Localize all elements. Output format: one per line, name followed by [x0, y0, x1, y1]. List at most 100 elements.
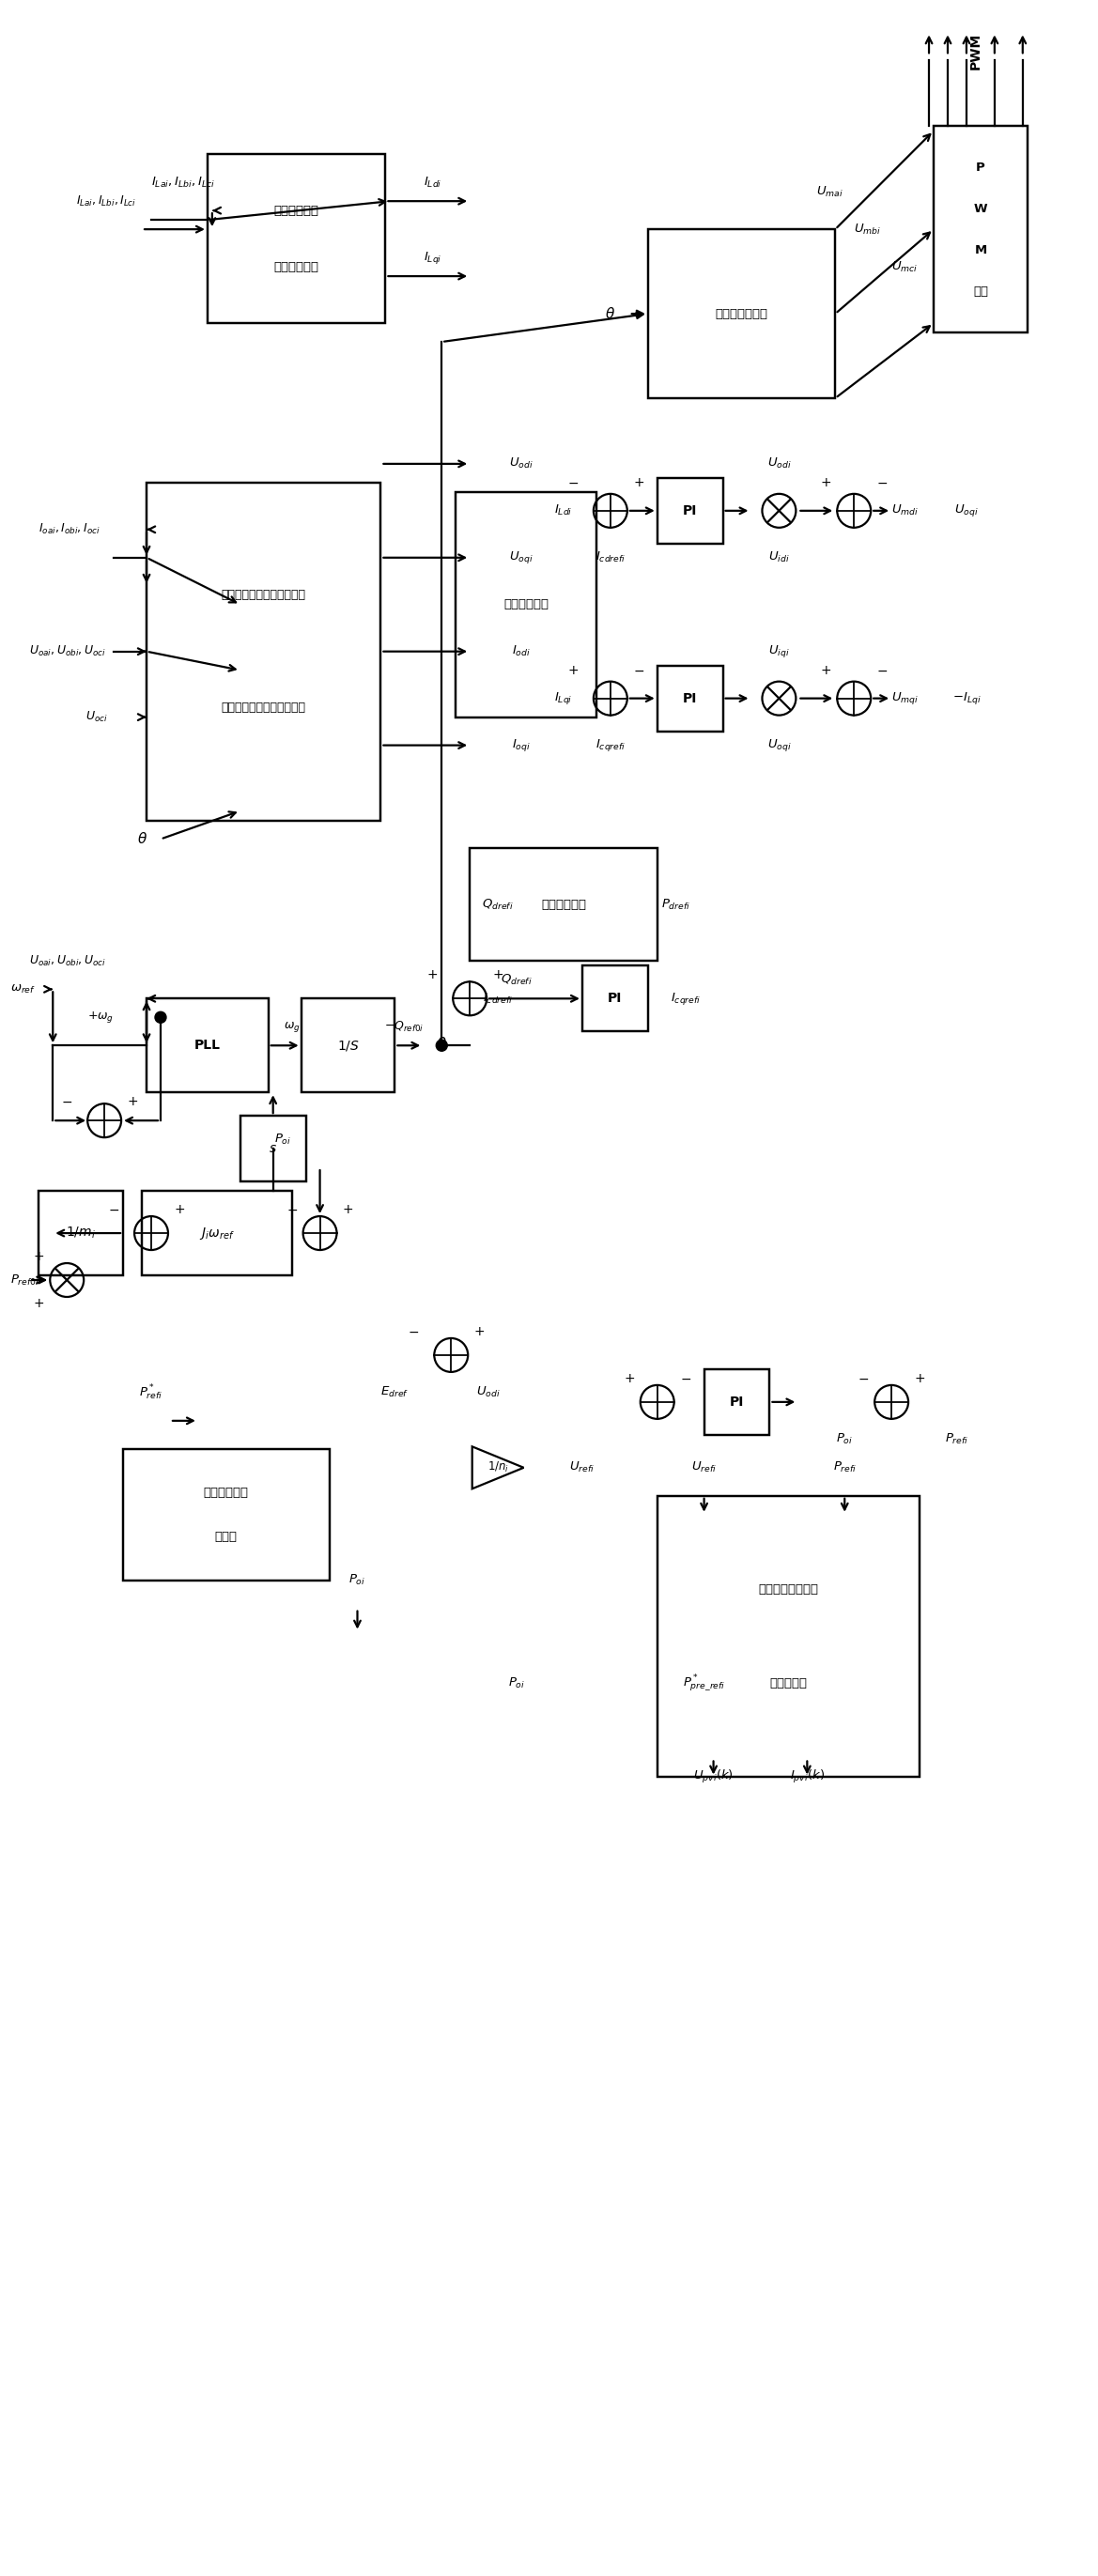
Text: $+$: $+$: [427, 969, 438, 981]
Text: $+$: $+$: [820, 477, 831, 489]
Text: $I_{cdrefi}$: $I_{cdrefi}$: [595, 551, 626, 564]
FancyBboxPatch shape: [658, 665, 722, 732]
Text: $I_{oai},I_{obi},I_{oci}$: $I_{oai},I_{obi},I_{oci}$: [38, 523, 100, 536]
Text: 网侧电感电流: 网侧电感电流: [273, 204, 320, 216]
Text: $-$: $-$: [632, 665, 645, 677]
Text: PI: PI: [608, 992, 623, 1005]
Text: $+$: $+$: [624, 1373, 635, 1386]
FancyBboxPatch shape: [470, 848, 658, 961]
Text: $-$: $-$: [876, 665, 888, 677]
Text: PI: PI: [730, 1396, 744, 1409]
Text: W: W: [974, 204, 987, 214]
FancyBboxPatch shape: [301, 999, 395, 1092]
Text: $+$: $+$: [173, 1203, 186, 1216]
Text: $U_{odi}$: $U_{odi}$: [766, 456, 792, 471]
Text: $P^*_{pre\_refi}$: $P^*_{pre\_refi}$: [683, 1672, 726, 1695]
Text: $U_{oci}$: $U_{oci}$: [86, 711, 108, 724]
Text: $P_{refi}$: $P_{refi}$: [832, 1461, 856, 1473]
Text: $U_{mbi}$: $U_{mbi}$: [854, 222, 882, 237]
Text: $U_{refi}$: $U_{refi}$: [692, 1461, 717, 1473]
Text: $I_{Lqi}$: $I_{Lqi}$: [554, 690, 573, 706]
Text: $\theta$: $\theta$: [136, 832, 147, 848]
Text: 坐标反变换方程: 坐标反变换方程: [715, 307, 768, 319]
Text: 预测法: 预测法: [215, 1530, 237, 1543]
Text: 功率追踪法: 功率追踪法: [770, 1677, 807, 1690]
Text: $+$: $+$: [343, 1203, 354, 1216]
Text: $I_{pvi}(k)$: $I_{pvi}(k)$: [789, 1770, 825, 1785]
FancyBboxPatch shape: [142, 1190, 292, 1275]
Text: 调制: 调制: [973, 286, 988, 296]
Circle shape: [436, 1041, 447, 1051]
Text: $U_{mqi}$: $U_{mqi}$: [892, 690, 919, 706]
Text: $I_{Lai},I_{Lbi},I_{Lci}$: $I_{Lai},I_{Lbi},I_{Lci}$: [76, 193, 136, 209]
Text: $-Q_{ref0i}$: $-Q_{ref0i}$: [384, 1020, 424, 1033]
Text: $+$: $+$: [492, 969, 504, 981]
Text: M: M: [974, 245, 987, 255]
Text: $P_{ref0i}$: $P_{ref0i}$: [11, 1273, 40, 1288]
Circle shape: [155, 1012, 166, 1023]
Text: $U_{mai}$: $U_{mai}$: [817, 185, 843, 198]
Text: $I_{Lqi}$: $I_{Lqi}$: [423, 250, 441, 265]
Text: $U_{idi}$: $U_{idi}$: [769, 551, 789, 564]
Text: $P_{oi}$: $P_{oi}$: [508, 1677, 525, 1690]
Text: $U_{oqi}$: $U_{oqi}$: [509, 549, 534, 567]
Text: $P_{refi}$: $P_{refi}$: [945, 1432, 968, 1448]
Text: $P_{oi}$: $P_{oi}$: [349, 1574, 366, 1587]
FancyBboxPatch shape: [648, 229, 836, 399]
Text: $1/m_i$: $1/m_i$: [66, 1226, 96, 1242]
FancyBboxPatch shape: [38, 1190, 123, 1275]
Text: $+$: $+$: [914, 1373, 926, 1386]
Text: $P_{drefi}$: $P_{drefi}$: [661, 896, 691, 912]
Text: $-$: $-$: [680, 1373, 691, 1386]
Text: $-I_{Lqi}$: $-I_{Lqi}$: [952, 690, 981, 706]
Text: $+$: $+$: [33, 1249, 45, 1262]
Text: $1/n_i$: $1/n_i$: [488, 1461, 508, 1473]
Text: 谐波电感电流坐标变换方程: 谐波电感电流坐标变换方程: [222, 701, 306, 714]
Text: $P^*_{refi}$: $P^*_{refi}$: [139, 1383, 164, 1401]
Text: $I_{oqi}$: $I_{oqi}$: [512, 737, 530, 752]
Text: $J_i\omega_{ref}$: $J_i\omega_{ref}$: [199, 1226, 235, 1242]
Text: $\omega_g$: $\omega_g$: [283, 1020, 300, 1033]
FancyBboxPatch shape: [456, 492, 596, 716]
Text: $P_{oi}$: $P_{oi}$: [836, 1432, 853, 1448]
FancyBboxPatch shape: [933, 126, 1028, 332]
Text: $P_{oi}$: $P_{oi}$: [273, 1133, 291, 1146]
Text: $+\omega_g$: $+\omega_g$: [88, 1010, 114, 1025]
Text: $U_{mdi}$: $U_{mdi}$: [892, 505, 919, 518]
Text: $U_{oai},U_{obi},U_{oci}$: $U_{oai},U_{obi},U_{oci}$: [30, 644, 107, 659]
Text: $I_{Lai},I_{Lbi},I_{Lci}$: $I_{Lai},I_{Lbi},I_{Lci}$: [152, 175, 215, 191]
Text: $-$: $-$: [287, 1203, 298, 1216]
FancyBboxPatch shape: [582, 966, 648, 1030]
Text: PI: PI: [683, 693, 697, 706]
Text: $Q_{drefi}$: $Q_{drefi}$: [482, 896, 514, 912]
Text: $Q_{drefi}$: $Q_{drefi}$: [501, 974, 533, 987]
Text: $I_{Ldi}$: $I_{Ldi}$: [554, 505, 573, 518]
FancyBboxPatch shape: [123, 1448, 329, 1579]
Text: $-$: $-$: [858, 1373, 870, 1386]
Text: $U_{odi}$: $U_{odi}$: [477, 1386, 501, 1399]
Text: PI: PI: [683, 505, 697, 518]
Text: $+$: $+$: [33, 1296, 45, 1311]
Text: $U_{mci}$: $U_{mci}$: [892, 260, 918, 273]
Text: $U_{iqi}$: $U_{iqi}$: [769, 644, 789, 659]
Text: $I_{cdrefi}$: $I_{cdrefi}$: [483, 992, 513, 1005]
Text: $I_{Ldi}$: $I_{Ldi}$: [423, 175, 441, 191]
Text: $E_{dref}$: $E_{dref}$: [381, 1386, 410, 1399]
Text: $+$: $+$: [126, 1095, 138, 1108]
FancyBboxPatch shape: [704, 1370, 770, 1435]
FancyBboxPatch shape: [658, 479, 722, 544]
Text: $I_{odi}$: $I_{odi}$: [512, 644, 530, 659]
Text: P: P: [976, 162, 985, 173]
Text: $U_{oqi}$: $U_{oqi}$: [954, 502, 978, 518]
Text: $U_{oqi}$: $U_{oqi}$: [766, 737, 792, 752]
Text: $U_{odi}$: $U_{odi}$: [509, 456, 534, 471]
Text: 坐标变换方程: 坐标变换方程: [273, 260, 320, 273]
Text: $I_{cqrefi}$: $I_{cqrefi}$: [670, 992, 701, 1007]
Text: 功率计算方程: 功率计算方程: [504, 598, 549, 611]
Text: 基于多项式拟合的: 基于多项式拟合的: [759, 1584, 818, 1595]
Text: $\theta$: $\theta$: [605, 307, 616, 322]
FancyBboxPatch shape: [146, 482, 381, 819]
Text: $U_{oai},U_{obi},U_{oci}$: $U_{oai},U_{obi},U_{oci}$: [30, 953, 107, 969]
Text: $+$: $+$: [820, 665, 831, 677]
Text: PWM: PWM: [970, 33, 983, 70]
